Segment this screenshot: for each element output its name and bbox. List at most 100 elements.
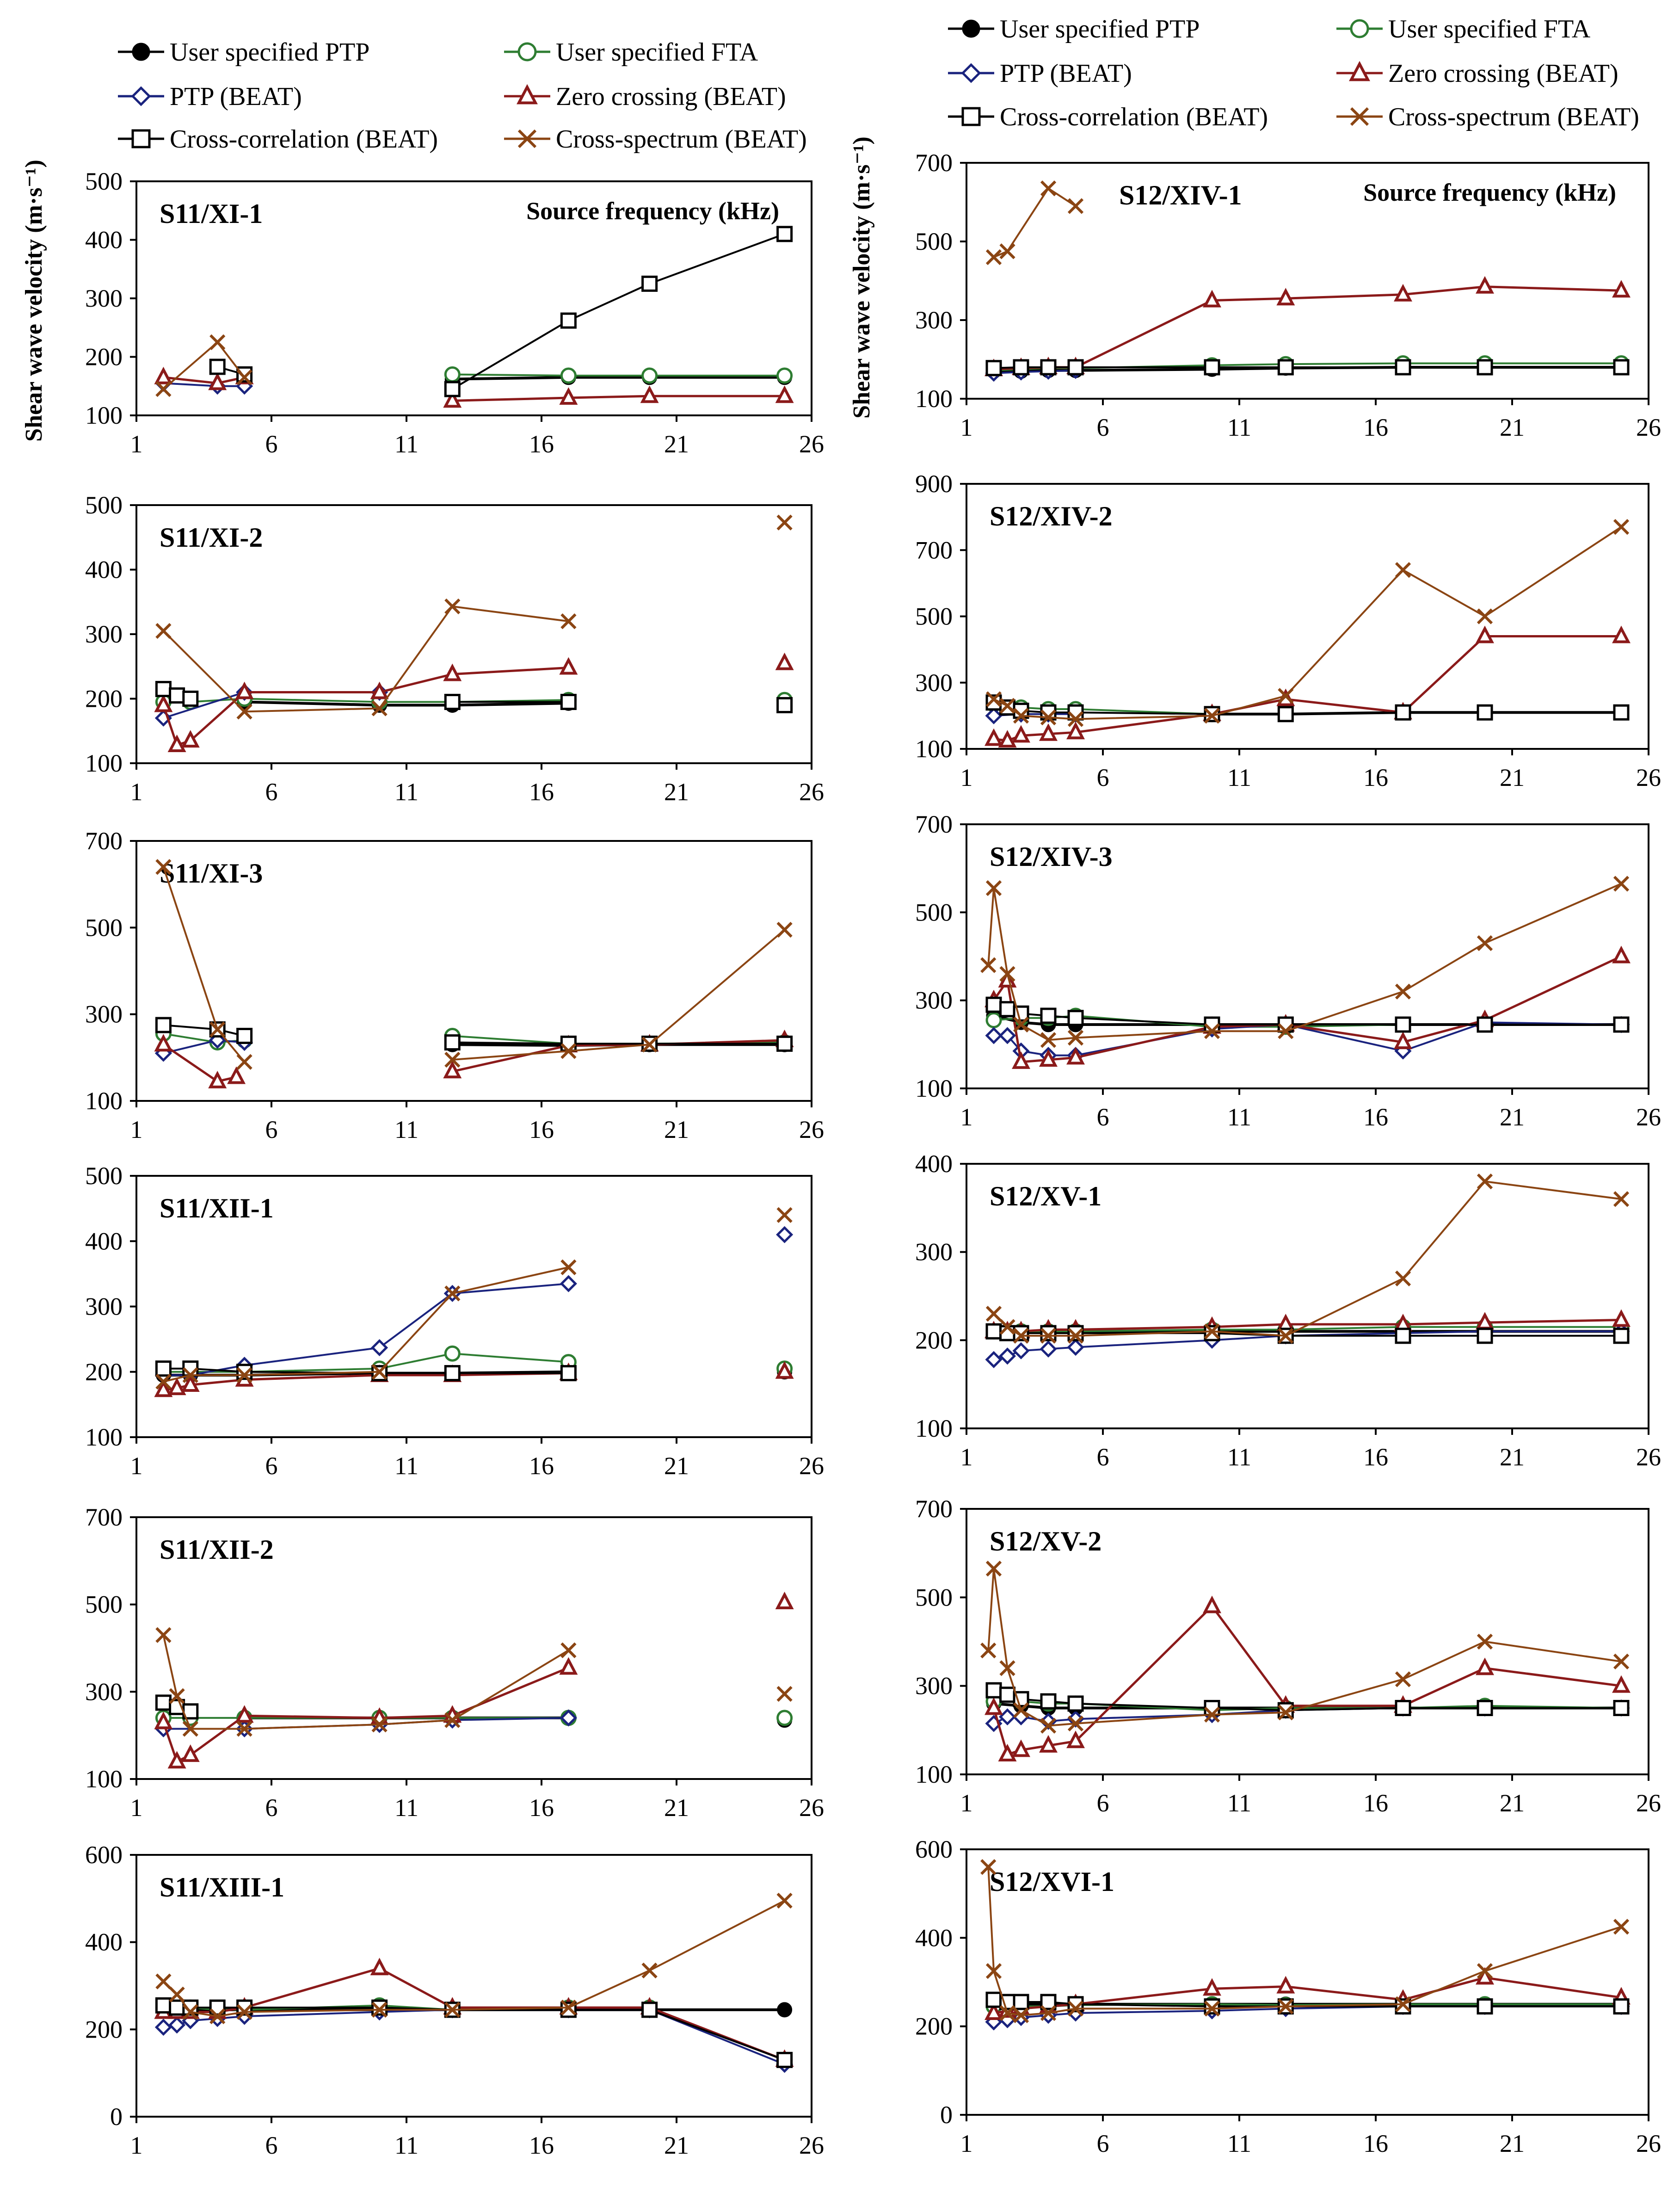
y-tick-label: 200 <box>85 2015 123 2043</box>
data-point <box>169 1688 185 1704</box>
plot-frame <box>966 1848 1649 2116</box>
series-line <box>993 366 1621 369</box>
data-point <box>1476 276 1494 294</box>
data-point <box>1013 1702 1029 1718</box>
series-cross-spectrum-beat <box>155 514 793 720</box>
series-group <box>980 1561 1631 1761</box>
data-point <box>985 880 1002 896</box>
data-point <box>182 1367 198 1383</box>
panel-title: S12/XIV-2 <box>990 501 1113 531</box>
data-point <box>775 385 794 403</box>
series-line <box>993 526 1622 720</box>
x-tick-label: 1 <box>130 2131 143 2159</box>
y-tick-label: 700 <box>915 149 953 177</box>
data-point <box>443 390 462 408</box>
data-point <box>998 1347 1016 1365</box>
data-point <box>1067 711 1084 727</box>
y-tick-label: 200 <box>915 1326 953 1354</box>
data-point <box>985 707 1003 724</box>
legend-item-user-specified-fta: User specified FTA <box>504 38 758 67</box>
data-point <box>998 1027 1016 1044</box>
y-tick-label: 500 <box>915 228 953 255</box>
data-point <box>236 704 252 720</box>
data-point <box>1278 688 1294 704</box>
data-point <box>1204 1998 1220 2015</box>
data-point <box>444 2001 461 2018</box>
x-tick-label: 21 <box>664 1116 689 1143</box>
x-tick-label: 26 <box>799 778 824 806</box>
data-point <box>155 1017 172 1033</box>
x-tick-label: 11 <box>1227 764 1251 791</box>
series-line <box>163 1024 245 1037</box>
legend-item-user-specified-ptp: User specified PTP <box>948 15 1200 43</box>
data-point <box>235 1705 254 1723</box>
data-point <box>560 1275 577 1292</box>
x-tick-label: 6 <box>1097 1103 1109 1131</box>
series-cross-spectrum-beat <box>155 1207 793 1390</box>
plot-frame <box>135 840 812 1102</box>
series-cross-correlation-beat <box>985 1682 1630 1718</box>
legend-marker-diamond <box>131 86 151 106</box>
data-point <box>227 1066 246 1084</box>
data-point <box>1395 1671 1411 1687</box>
data-point <box>443 663 462 681</box>
data-point <box>208 1070 227 1088</box>
series-line <box>993 1004 1621 1026</box>
x-tick-label: 16 <box>529 1794 554 1822</box>
data-point <box>985 1682 1002 1699</box>
data-point <box>999 1319 1015 1335</box>
y-tick-label: 200 <box>85 343 123 371</box>
legend-label: Cross-spectrum (BEAT) <box>556 125 807 154</box>
data-point <box>560 1709 577 1727</box>
data-point <box>1203 1595 1221 1613</box>
data-point <box>1066 1730 1085 1748</box>
data-point <box>155 1973 172 1989</box>
x-tick-label: 1 <box>130 430 143 458</box>
data-point <box>559 387 578 405</box>
legend-item-zero-crossing-beat: Zero crossing (BEAT) <box>504 82 786 111</box>
x-tick-label: 26 <box>799 1452 824 1480</box>
data-point <box>182 691 199 707</box>
series-line <box>993 701 1621 715</box>
data-point <box>1278 1023 1294 1039</box>
data-point <box>775 1592 794 1609</box>
series-line <box>452 376 785 381</box>
data-point <box>444 1051 461 1068</box>
data-point <box>155 1360 172 1377</box>
data-point <box>444 598 461 615</box>
panel-title: S11/XIII-1 <box>160 1872 284 1903</box>
data-point <box>1476 1967 1494 1985</box>
series-line <box>163 1900 785 2018</box>
plot-frame <box>135 1854 812 2118</box>
legend-item-cross-spectrum-beat: Cross-spectrum (BEAT) <box>1336 103 1639 131</box>
series-line <box>452 1041 785 1045</box>
data-point <box>169 1999 185 2016</box>
data-point <box>641 1962 658 1979</box>
data-point <box>444 693 461 710</box>
x-tick-label: 6 <box>265 430 278 458</box>
data-point <box>1395 1328 1411 1344</box>
data-point <box>1613 1328 1630 1344</box>
panel-title: S12/XV-1 <box>990 1181 1102 1211</box>
data-point <box>560 1043 577 1059</box>
y-tick-label: 400 <box>85 1928 123 1956</box>
legend-label: User specified FTA <box>1388 15 1591 43</box>
data-point <box>1204 1023 1220 1039</box>
data-point <box>775 1361 794 1379</box>
data-point <box>980 1643 997 1659</box>
data-point <box>444 381 461 397</box>
x-tick-label: 16 <box>1363 1789 1388 1817</box>
x-tick-label: 21 <box>1500 414 1525 441</box>
data-point <box>167 1378 186 1396</box>
y-tick-label: 300 <box>915 1238 953 1266</box>
data-point <box>1203 1978 1221 1996</box>
x-tick-label: 11 <box>394 1452 418 1480</box>
data-point <box>1477 608 1493 624</box>
series-cross-correlation-beat <box>155 1694 199 1720</box>
data-point <box>1395 359 1411 376</box>
data-point <box>236 1028 253 1044</box>
